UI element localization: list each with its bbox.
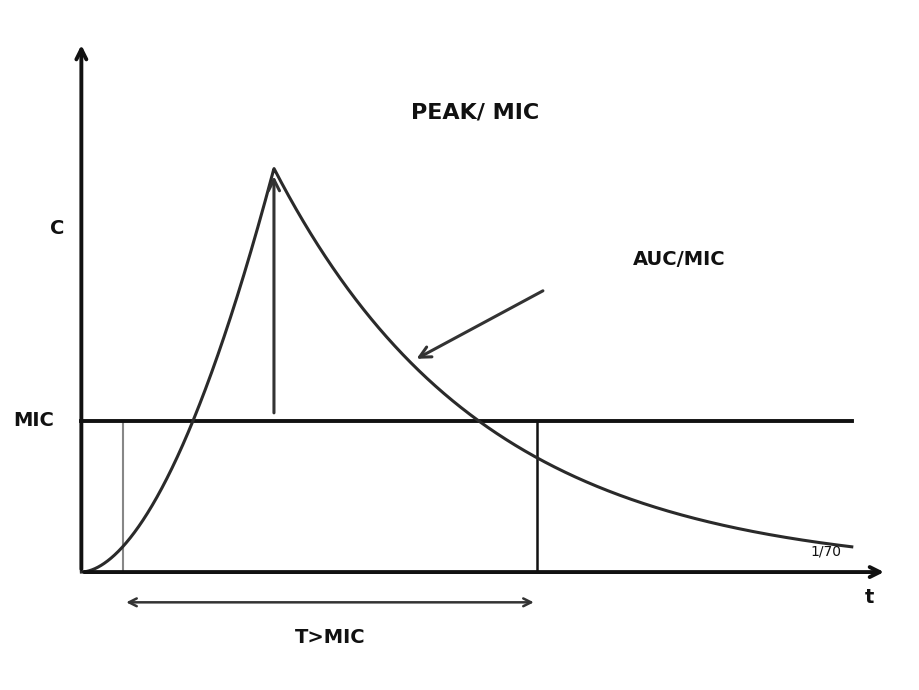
Text: PEAK/ MIC: PEAK/ MIC <box>411 103 539 123</box>
Text: C: C <box>50 219 64 239</box>
Text: AUC/MIC: AUC/MIC <box>632 250 725 268</box>
Text: t: t <box>864 588 873 607</box>
Text: T>MIC: T>MIC <box>294 628 365 647</box>
Text: MIC: MIC <box>13 411 53 430</box>
Text: 1/70: 1/70 <box>809 545 840 559</box>
